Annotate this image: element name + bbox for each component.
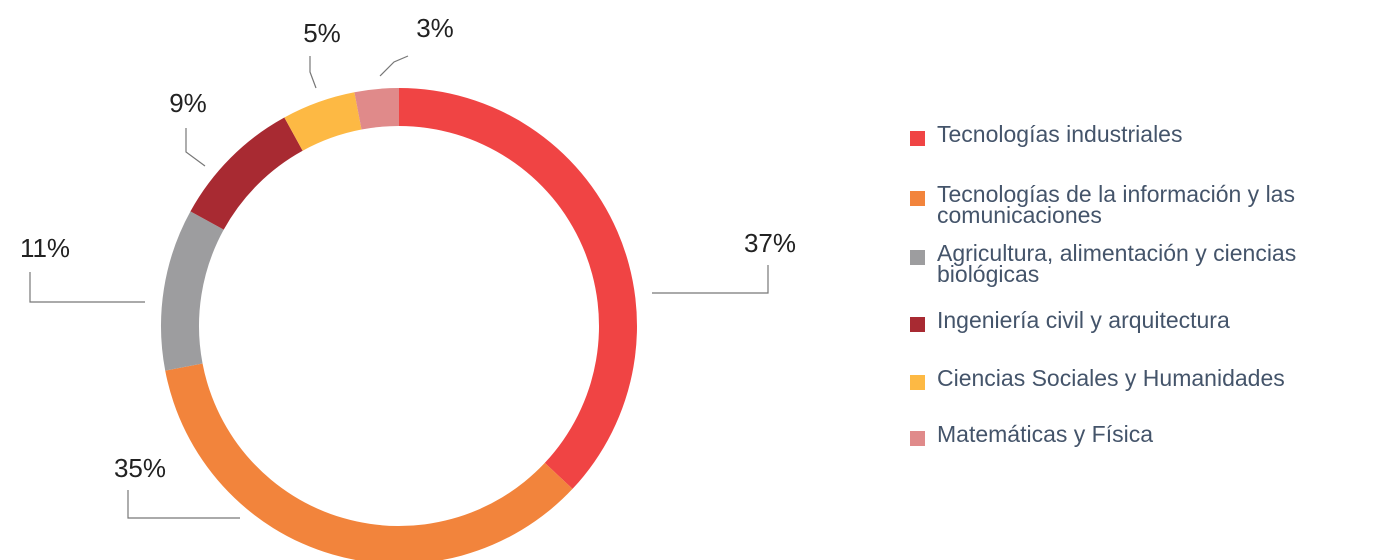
data-label: 3% xyxy=(416,13,454,43)
donut-segment xyxy=(354,88,399,130)
data-label: 9% xyxy=(169,88,207,118)
leader-line xyxy=(379,55,409,77)
donut-segment xyxy=(165,363,573,560)
legend-swatch xyxy=(910,250,925,265)
legend-swatch xyxy=(910,375,925,390)
donut-segment xyxy=(190,117,303,230)
legend-label: Matemáticas y Física xyxy=(937,421,1153,447)
legend-swatch xyxy=(910,191,925,206)
legend-label: Ciencias Sociales y Humanidades xyxy=(937,365,1285,391)
data-label: 37% xyxy=(744,228,796,258)
donut-segment xyxy=(399,88,637,489)
donut-segment xyxy=(161,211,224,371)
legend-label: Agricultura, alimentación y ciencias bio… xyxy=(937,240,1297,287)
leader-line xyxy=(652,265,769,294)
data-label: 35% xyxy=(114,453,166,483)
legend-label: Ingeniería civil y arquitectura xyxy=(937,307,1230,333)
leader-line xyxy=(29,272,145,303)
legend-label: Tecnologías industriales xyxy=(937,121,1183,147)
data-label: 5% xyxy=(303,18,341,48)
legend-swatch xyxy=(910,131,925,146)
legend-swatch xyxy=(910,431,925,446)
leader-line xyxy=(127,490,240,519)
leader-line xyxy=(185,128,206,167)
leader-line xyxy=(309,56,317,89)
donut-segment xyxy=(284,92,362,151)
legend-swatch xyxy=(910,317,925,332)
data-label: 11% xyxy=(20,233,70,263)
legend-label: Tecnologías de la información y las comu… xyxy=(937,181,1295,228)
